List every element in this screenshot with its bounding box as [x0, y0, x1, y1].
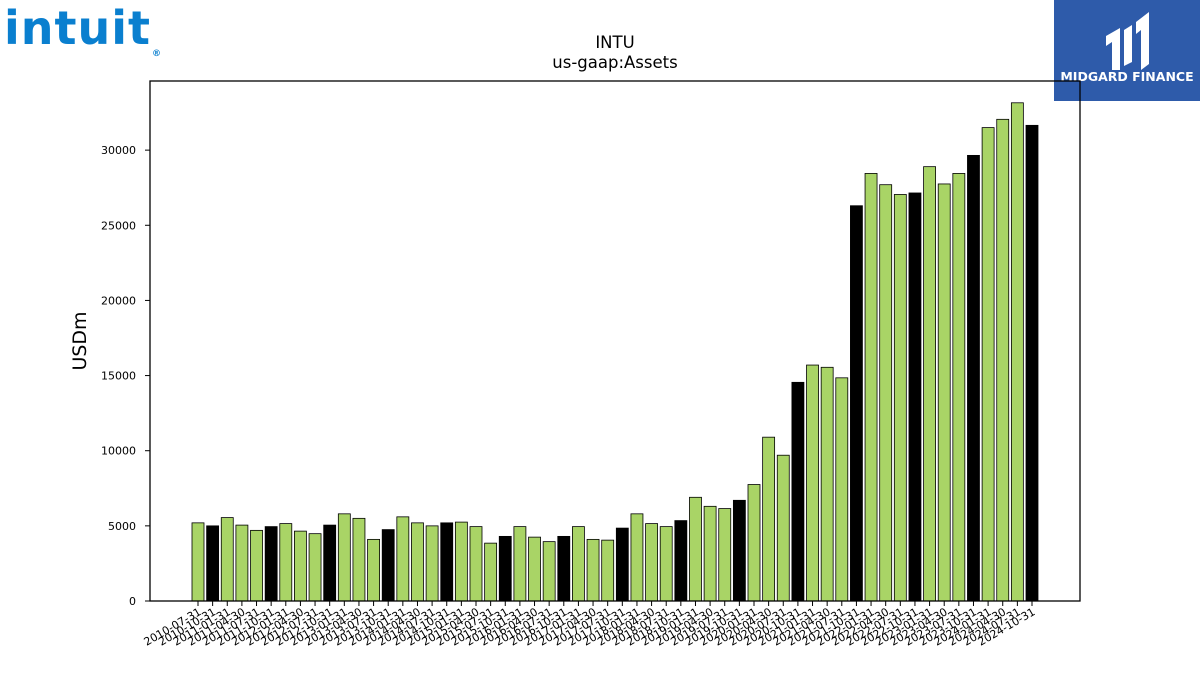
bar-2024-01-31 — [981, 127, 995, 602]
bar-2019-10-31 — [732, 499, 746, 602]
y-tick-label: 25000 — [101, 219, 136, 232]
bar-2010-07-31 — [191, 522, 205, 602]
bar-2016-04-30 — [528, 536, 541, 602]
bar-2013-07-31 — [367, 538, 380, 602]
bar-series — [191, 102, 1039, 602]
bar-2021-01-31 — [806, 364, 819, 602]
bar-2022-10-31 — [908, 192, 922, 602]
intuit-logo-text: intuit — [4, 1, 152, 55]
bar-2016-01-31 — [513, 526, 527, 602]
bar-2017-04-30 — [586, 538, 600, 602]
bar-2014-10-31 — [440, 522, 454, 602]
bar-2024-07-31 — [1010, 102, 1024, 602]
bar-2017-10-31 — [615, 527, 629, 602]
y-axis-label: USDm — [69, 311, 91, 370]
bar-2011-01-31 — [220, 517, 234, 602]
bar-2011-04-30 — [235, 524, 249, 602]
registered-mark: ® — [152, 49, 163, 59]
bar-2017-01-31 — [572, 526, 585, 602]
bar-2018-04-30 — [645, 523, 658, 602]
bar-2021-07-31 — [835, 377, 849, 602]
midgard-finance-logo-text: MIDGARD FINANCE — [1060, 69, 1194, 84]
bar-2023-01-31 — [923, 166, 936, 602]
bar-2011-07-31 — [250, 529, 263, 602]
bar-2023-10-31 — [967, 154, 980, 602]
y-tick-label: 20000 — [101, 294, 136, 307]
bar-2013-10-31 — [381, 529, 395, 602]
y-tick-label: 30000 — [101, 144, 136, 157]
bar-2020-01-31 — [747, 484, 761, 602]
bar-2019-04-30 — [703, 505, 717, 602]
bar-2024-10-31 — [1025, 124, 1039, 602]
midgard-emblem-icon — [1106, 12, 1149, 70]
y-tick-label: 15000 — [101, 370, 136, 383]
intuit-logo: intuit® — [4, 1, 162, 59]
bar-2010-10-31 — [206, 525, 220, 602]
chart-title: INTU — [595, 33, 634, 52]
bar-2017-07-31 — [601, 539, 615, 602]
midgard-finance-logo: MIDGARD FINANCE — [1054, 0, 1200, 101]
bar-2016-10-31 — [557, 535, 571, 602]
bar-2013-04-30 — [352, 517, 366, 602]
bar-2012-01-31 — [279, 523, 293, 602]
bar-2020-07-31 — [776, 454, 790, 602]
bar-2019-07-31 — [718, 508, 732, 602]
bar-2021-10-31 — [850, 205, 863, 602]
bar-2014-01-31 — [396, 516, 410, 602]
y-tick-label: 10000 — [101, 445, 136, 458]
bar-2022-07-31 — [893, 194, 907, 602]
bar-2013-01-31 — [337, 513, 351, 602]
chart-subtitle: us-gaap:Assets — [552, 53, 677, 72]
bar-2014-04-30 — [411, 522, 424, 602]
bar-2018-01-31 — [630, 513, 644, 602]
y-axis-ticks: 0 5000 10000 15000 20000 25000 30000 — [101, 144, 150, 608]
bar-2015-10-31 — [498, 535, 512, 602]
bar-2015-07-31 — [484, 542, 498, 602]
bar-2012-10-31 — [323, 524, 337, 602]
plot-frame — [149, 80, 1081, 602]
y-tick-label: 0 — [129, 595, 136, 608]
bar-2023-07-31 — [952, 173, 966, 602]
bar-2012-04-30 — [294, 530, 307, 602]
bar-2018-07-31 — [659, 526, 673, 602]
bar-2019-01-31 — [689, 496, 702, 602]
bar-2021-04-30 — [820, 366, 834, 602]
bar-2015-04-30 — [469, 526, 483, 602]
bar-2023-04-30 — [937, 183, 951, 602]
bar-2018-10-31 — [674, 520, 688, 602]
x-axis-ticks: 2010-07-312010-10-312011-01-312011-04-30… — [142, 601, 1038, 649]
y-tick-label: 5000 — [108, 520, 136, 533]
bar-2022-01-31 — [864, 173, 878, 602]
bar-2016-07-31 — [542, 541, 556, 602]
bar-2024-04-30 — [996, 118, 1010, 602]
bar-2022-04-30 — [879, 184, 893, 602]
bar-2015-01-31 — [454, 521, 468, 602]
bar-2014-07-31 — [425, 525, 439, 602]
bar-2012-07-31 — [308, 533, 322, 602]
bar-2011-10-31 — [264, 526, 278, 602]
bar-2020-04-30 — [762, 436, 776, 602]
bar-2020-10-31 — [791, 381, 805, 602]
